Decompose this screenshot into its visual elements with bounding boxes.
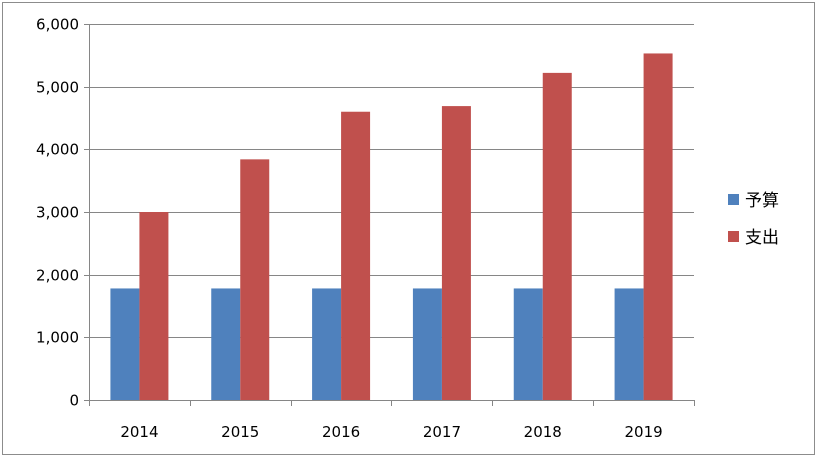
- y-tick-label: 4,000: [36, 141, 79, 159]
- legend-swatch-expense: [728, 231, 739, 242]
- bar-expense-2015: [240, 159, 270, 400]
- y-tick-label: 1,000: [36, 329, 79, 347]
- bars: [110, 53, 673, 401]
- x-tick-labels: 2014 2015 2016 2017 2018 2019: [120, 423, 662, 441]
- legend-swatch-budget: [728, 194, 739, 205]
- bar-expense-2016: [341, 111, 371, 400]
- y-tick-label: 5,000: [36, 79, 79, 97]
- y-tick-labels: 0 1,000 2,000 3,000 4,000 5,000 6,000: [36, 16, 79, 410]
- gridlines: [84, 24, 695, 406]
- bar-expense-2019: [643, 53, 673, 400]
- axes: [89, 24, 694, 401]
- legend-label-budget: 予算: [745, 191, 779, 211]
- legend-label-expense: 支出: [745, 228, 779, 248]
- bar-budget-2017: [412, 288, 442, 400]
- bar-expense-2014: [139, 212, 169, 400]
- x-tick-label: 2017: [423, 423, 461, 441]
- x-tick-label: 2018: [524, 423, 562, 441]
- y-tick-label: 0: [69, 392, 79, 410]
- x-tick-label: 2019: [624, 423, 662, 441]
- y-tick-label: 3,000: [36, 204, 79, 222]
- bar-budget-2018: [513, 288, 543, 400]
- x-tick-label: 2014: [120, 423, 158, 441]
- bar-budget-2019: [614, 288, 644, 400]
- y-tick-label: 6,000: [36, 16, 79, 34]
- x-tick-label: 2015: [221, 423, 259, 441]
- y-tick-label: 2,000: [36, 267, 79, 285]
- bar-budget-2014: [110, 288, 140, 400]
- bar-expense-2018: [542, 72, 572, 400]
- x-tick-label: 2016: [322, 423, 360, 441]
- bar-expense-2017: [441, 106, 471, 401]
- bar-budget-2015: [211, 288, 241, 400]
- bar-budget-2016: [312, 288, 342, 400]
